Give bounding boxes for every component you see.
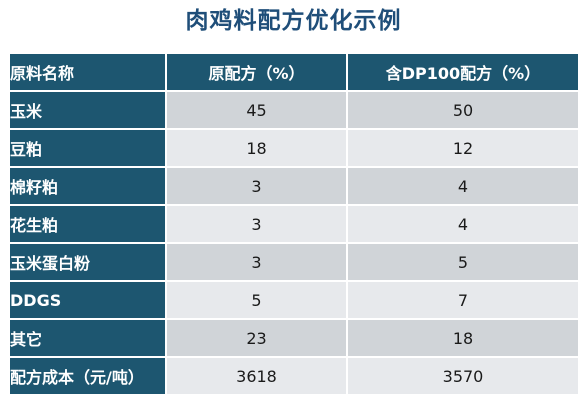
row-label: 玉米蛋白粉 (8, 242, 167, 282)
dp100-value: 12 (346, 128, 580, 168)
table-row: 豆粕 18 12 (8, 128, 580, 168)
row-label: DDGS (8, 280, 167, 320)
table-row: 棉籽粕 3 4 (8, 166, 580, 206)
row-label: 豆粕 (8, 128, 167, 168)
row-label: 配方成本（元/吨） (8, 356, 167, 396)
dp100-value: 3570 (346, 356, 580, 396)
original-value: 3618 (165, 356, 348, 396)
row-label: 棉籽粕 (8, 166, 167, 206)
original-value: 5 (165, 280, 348, 320)
row-label: 花生粕 (8, 204, 167, 244)
table-row: 其它 23 18 (8, 318, 580, 358)
dp100-value: 18 (346, 318, 580, 358)
formula-table: 原料名称 原配方（%） 含DP100配方（%） 玉米 45 50 豆粕 18 1… (8, 52, 580, 396)
table-row-cost: 配方成本（元/吨） 3618 3570 (8, 356, 580, 396)
header-dp100-formula: 含DP100配方（%） (346, 52, 580, 92)
original-value: 45 (165, 90, 348, 130)
row-label: 其它 (8, 318, 167, 358)
dp100-value: 4 (346, 204, 580, 244)
table-row: DDGS 5 7 (8, 280, 580, 320)
original-value: 3 (165, 166, 348, 206)
original-value: 23 (165, 318, 348, 358)
header-original-formula: 原配方（%） (165, 52, 348, 92)
original-value: 3 (165, 204, 348, 244)
page-title: 肉鸡料配方优化示例 (185, 8, 402, 34)
table-row: 玉米 45 50 (8, 90, 580, 130)
original-value: 18 (165, 128, 348, 168)
original-value: 3 (165, 242, 348, 282)
table-row: 花生粕 3 4 (8, 204, 580, 244)
dp100-value: 4 (346, 166, 580, 206)
dp100-value: 5 (346, 242, 580, 282)
header-ingredient-name: 原料名称 (8, 52, 167, 92)
table-header-row: 原料名称 原配方（%） 含DP100配方（%） (8, 52, 580, 92)
dp100-value: 7 (346, 280, 580, 320)
dp100-value: 50 (346, 90, 580, 130)
row-label: 玉米 (8, 90, 167, 130)
table-row: 玉米蛋白粉 3 5 (8, 242, 580, 282)
